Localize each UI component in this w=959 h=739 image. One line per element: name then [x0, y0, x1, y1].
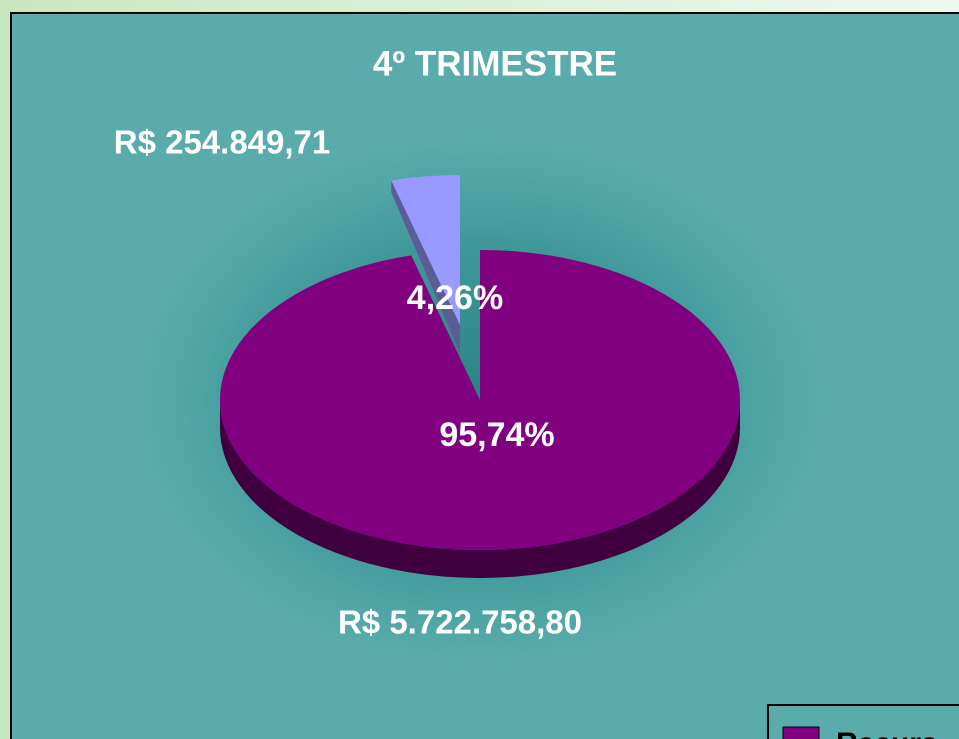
legend-swatch [782, 726, 820, 739]
pie [219, 175, 740, 578]
pie-side [391, 180, 460, 353]
legend-label: Recurs [836, 727, 938, 739]
value-label: 95,74% [439, 416, 554, 454]
pie-slice [391, 175, 460, 325]
amount-label: R$ 254.849,71 [114, 124, 331, 161]
value-label: 4,26% [407, 279, 503, 317]
pie-side [220, 400, 740, 578]
amount-label: R$ 5.722.758,80 [338, 604, 582, 641]
pie-slice [219, 250, 740, 550]
chart-title: 4º TRIMESTRE [373, 44, 617, 83]
